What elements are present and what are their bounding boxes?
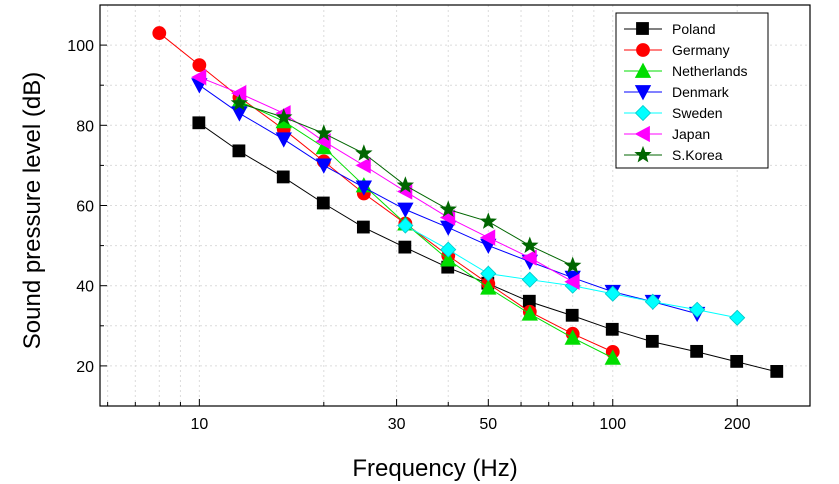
data-point-poland: [730, 354, 744, 368]
legend-item-germany: Germany: [624, 42, 730, 58]
x-axis-title: Frequency (Hz): [352, 455, 517, 482]
data-point-japan: [355, 157, 371, 174]
legend-item-poland: Poland: [624, 21, 716, 37]
data-point-denmark: [231, 106, 248, 122]
x-tick-label: 200: [724, 416, 751, 433]
data-point-poland: [356, 220, 370, 234]
data-point-japan: [191, 69, 207, 86]
legend-marker: [634, 104, 652, 122]
data-point-s-korea: [521, 236, 539, 253]
y-tick-label: 60: [76, 199, 94, 216]
legend-marker: [636, 22, 649, 35]
data-point-denmark: [397, 202, 414, 218]
data-point-sweden: [604, 285, 621, 302]
data-point-poland: [398, 240, 412, 254]
series-line-japan: [199, 76, 573, 283]
data-point-s-korea: [355, 144, 373, 161]
legend-marker: [634, 85, 652, 101]
legend-item-japan: Japan: [624, 125, 710, 143]
y-tick-label: 80: [76, 118, 94, 135]
data-point-poland: [770, 365, 784, 378]
x-tick-label: 50: [479, 416, 497, 433]
axis-ticks: 10 30 50 100 200 20 40 60 80 100: [67, 4, 751, 433]
data-point-s-korea: [396, 176, 415, 193]
data-point-sweden: [440, 241, 457, 258]
y-tick-label: 20: [76, 359, 94, 376]
data-point-netherlands: [521, 305, 538, 321]
data-point-japan: [521, 249, 537, 266]
legend-label: Netherlands: [672, 63, 748, 79]
data-point-poland: [645, 334, 659, 348]
legend-label: Poland: [672, 21, 716, 37]
data-series: [152, 26, 784, 378]
data-point-sweden: [689, 301, 706, 318]
legend: Poland Germany Netherlands Denmark Sweden Jap…: [615, 12, 769, 169]
legend-marker: [636, 43, 650, 57]
data-point-poland: [232, 144, 246, 158]
data-point-germany: [152, 26, 167, 40]
legend-label: Japan: [672, 126, 710, 142]
legend-marker: [634, 62, 652, 78]
x-tick-label: 30: [388, 416, 406, 433]
data-point-japan: [564, 273, 580, 290]
data-point-sweden: [729, 309, 746, 326]
data-point-denmark: [275, 132, 292, 148]
series-s-korea: [230, 94, 582, 274]
data-point-germany: [192, 58, 207, 73]
y-tick-label: 100: [67, 38, 94, 55]
y-axis-title: Sound pressure level (dB): [19, 72, 46, 349]
data-point-netherlands: [480, 279, 497, 295]
x-tick-label: 100: [599, 416, 626, 433]
legend-marker: [634, 145, 652, 163]
data-point-s-korea: [439, 200, 457, 217]
data-point-sweden: [521, 271, 538, 288]
legend-item-denmark: Denmark: [624, 84, 730, 101]
data-point-japan: [479, 229, 496, 246]
legend-label: Germany: [672, 42, 730, 58]
data-point-s-korea: [275, 108, 293, 125]
data-point-s-korea: [479, 212, 498, 229]
data-point-denmark: [315, 158, 332, 174]
data-point-denmark: [355, 180, 373, 196]
data-point-s-korea: [315, 124, 333, 141]
data-point-netherlands: [604, 349, 621, 365]
data-point-poland: [276, 170, 290, 184]
legend-marker: [634, 125, 650, 143]
data-point-poland: [690, 344, 704, 358]
legend-label: Denmark: [672, 84, 730, 100]
data-point-poland: [605, 322, 619, 336]
series-line-netherlands: [239, 100, 613, 359]
data-point-netherlands: [564, 329, 581, 345]
legend-label: S.Korea: [672, 147, 723, 163]
legend-label: Sweden: [672, 105, 723, 121]
legend-item-s-korea: S.Korea: [624, 145, 723, 163]
data-point-poland: [316, 196, 330, 210]
x-tick-label: 10: [190, 416, 208, 433]
data-point-poland: [565, 308, 579, 322]
legend-item-sweden: Sweden: [624, 104, 723, 122]
data-point-sweden: [644, 293, 661, 310]
data-point-s-korea: [230, 94, 249, 111]
y-tick-label: 40: [76, 279, 94, 296]
data-point-netherlands: [440, 251, 457, 267]
data-point-sweden: [480, 265, 497, 282]
data-point-poland: [192, 116, 206, 130]
data-point-s-korea: [563, 256, 582, 274]
legend-item-netherlands: Netherlands: [624, 62, 748, 79]
series-line-germany: [158, 32, 613, 353]
data-point-sweden: [397, 217, 414, 234]
